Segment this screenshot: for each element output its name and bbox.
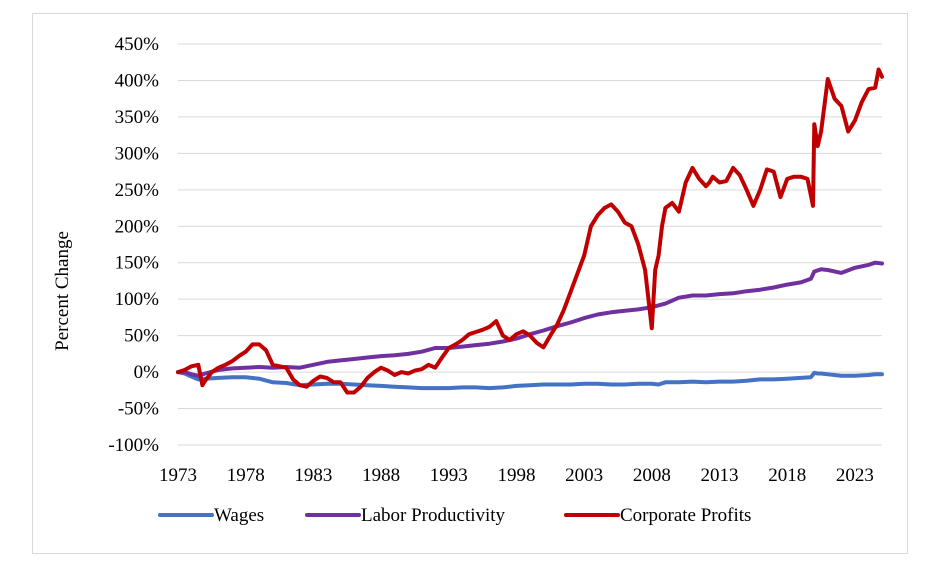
legend-label-labor-productivity: Labor Productivity — [361, 505, 506, 526]
x-tick-label: 1973 — [159, 465, 197, 486]
y-tick-label: 0% — [134, 362, 160, 383]
x-tick-label: 1988 — [362, 465, 400, 486]
series-line-corporate-profits — [176, 67, 884, 395]
y-axis-label: Percent Change — [52, 231, 73, 351]
y-tick-label: 200% — [115, 216, 160, 237]
y-tick-label: 300% — [115, 143, 160, 164]
y-axis-tick-labels: -100% -50% 0% 50% 100% 150% 200% 250% 300% 350% 40… — [108, 34, 159, 456]
chart-frame — [32, 13, 908, 554]
series-lines — [176, 67, 884, 395]
x-tick-label: 1998 — [497, 465, 535, 486]
x-axis-tick-labels: 1973 1978 1983 1988 1993 1998 2003 2008 2013 2018… — [159, 465, 874, 486]
x-tick-label: 2023 — [836, 465, 874, 486]
y-tick-label: -50% — [118, 399, 159, 420]
y-tick-label: 150% — [115, 253, 160, 274]
x-tick-label: 2018 — [768, 465, 806, 486]
y-tick-label: 50% — [124, 326, 159, 347]
y-tick-label: 250% — [115, 180, 160, 201]
series-line-labor-productivity — [176, 260, 884, 378]
y-tick-label: -100% — [108, 435, 159, 456]
x-tick-label: 2013 — [701, 465, 739, 486]
y-tick-label: 350% — [115, 107, 160, 128]
gridlines — [178, 43, 882, 446]
y-tick-label: 100% — [115, 289, 160, 310]
y-tick-label: 400% — [115, 70, 160, 91]
series-line-wages — [176, 370, 884, 391]
legend-label-corporate-profits: Corporate Profits — [620, 505, 751, 526]
x-tick-label: 1978 — [227, 465, 265, 486]
x-tick-label: 2003 — [565, 465, 603, 486]
y-tick-label: 450% — [115, 34, 160, 55]
x-tick-label: 2008 — [633, 465, 671, 486]
legend: Wages Labor Productivity Corporate Profits — [158, 505, 751, 526]
legend-label-wages: Wages — [214, 505, 264, 526]
x-tick-label: 1983 — [294, 465, 332, 486]
x-tick-label: 1993 — [430, 465, 468, 486]
